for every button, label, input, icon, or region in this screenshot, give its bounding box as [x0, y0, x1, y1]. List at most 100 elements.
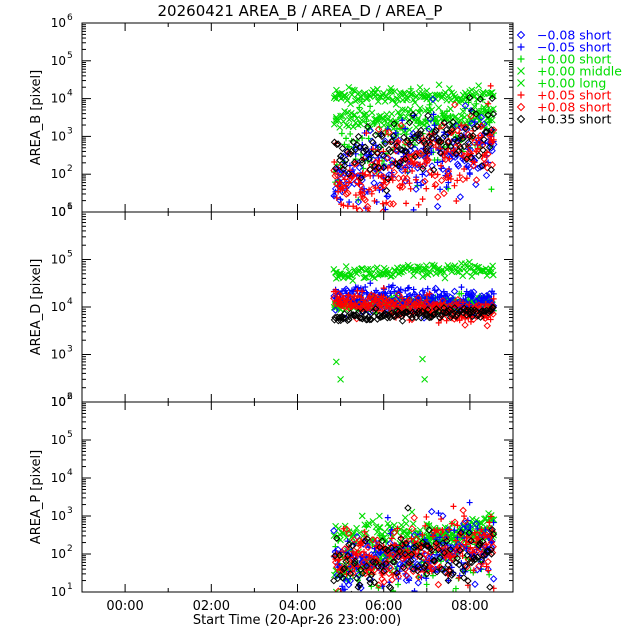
data-point — [373, 85, 381, 93]
data-point — [410, 300, 419, 308]
data-point — [426, 101, 433, 108]
data-point — [476, 95, 485, 103]
data-point — [403, 137, 412, 145]
data-point — [437, 176, 446, 185]
data-point — [355, 298, 363, 306]
data-point — [355, 163, 364, 172]
data-point — [460, 519, 468, 528]
data-point — [408, 564, 416, 573]
data-point — [486, 519, 493, 526]
data-point — [472, 176, 481, 184]
data-point — [354, 132, 363, 141]
data-point — [345, 540, 353, 549]
data-point — [443, 148, 450, 155]
data-point — [371, 120, 378, 127]
data-point — [376, 512, 383, 520]
data-point — [407, 85, 414, 92]
data-point — [374, 98, 382, 105]
data-point — [387, 137, 396, 146]
data-point — [379, 181, 388, 190]
data-point — [377, 562, 386, 571]
data-point — [401, 565, 409, 573]
legend: −0.08 short−0.05 short+0.00 short+0.00 m… — [516, 28, 622, 127]
data-point — [407, 185, 414, 192]
data-point — [344, 170, 353, 178]
data-point — [334, 171, 342, 180]
data-point — [439, 134, 447, 142]
data-point — [489, 110, 498, 118]
x-tick-label: 06:00 — [365, 599, 402, 614]
data-point — [402, 539, 410, 548]
data-point — [389, 558, 397, 566]
legend-marker — [517, 43, 525, 51]
data-point — [379, 163, 388, 172]
data-point — [365, 155, 373, 163]
data-point — [388, 576, 396, 584]
data-point — [362, 284, 369, 291]
series-p000l — [330, 258, 497, 284]
y-tick-label-exponent: 4 — [67, 297, 73, 307]
data-point — [364, 543, 372, 552]
y-tick-label-exponent: 4 — [67, 89, 73, 99]
data-point — [376, 532, 383, 539]
data-point — [410, 543, 418, 552]
data-point — [361, 537, 370, 545]
data-point — [332, 95, 340, 102]
data-point — [395, 158, 404, 167]
data-point — [438, 516, 445, 523]
data-point — [482, 171, 491, 180]
y-tick-label-exponent: 2 — [67, 164, 73, 174]
data-point — [469, 162, 478, 170]
y-tick-label: 10 — [51, 547, 66, 561]
data-point — [358, 96, 365, 103]
y-axis-label: AREA_D [pixel] — [29, 259, 44, 356]
data-point — [458, 290, 465, 297]
data-point — [380, 567, 388, 575]
data-point — [381, 270, 389, 278]
data-point — [430, 111, 437, 118]
data-point — [399, 106, 406, 114]
data-point — [424, 111, 432, 120]
data-point — [349, 298, 357, 306]
data-point — [341, 545, 349, 553]
data-point — [347, 100, 354, 108]
data-point — [477, 113, 486, 122]
data-point — [402, 287, 409, 294]
data-point — [385, 88, 393, 96]
data-point — [441, 143, 450, 151]
x-axis-label: Start Time (20-Apr-26 23:00:00) — [193, 613, 401, 628]
data-point — [487, 550, 496, 558]
data-point — [455, 560, 463, 569]
data-point — [449, 569, 457, 578]
data-point — [401, 138, 410, 146]
data-point — [451, 518, 459, 526]
data-point — [459, 308, 467, 317]
data-point — [453, 537, 460, 544]
data-point — [451, 527, 458, 534]
data-point — [332, 269, 339, 276]
data-point — [401, 163, 409, 172]
y-tick-label-exponent: 3 — [67, 506, 73, 516]
y-axis-label: AREA_B [pixel] — [29, 70, 44, 166]
data-point — [339, 213, 345, 219]
data-point — [461, 123, 470, 131]
data-point — [337, 375, 344, 383]
data-point — [472, 520, 480, 528]
scatter-points — [330, 81, 498, 219]
data-point — [427, 507, 436, 516]
data-point — [421, 375, 429, 383]
y-tick-label: 10 — [51, 300, 66, 314]
data-point — [412, 300, 420, 309]
data-point — [384, 192, 392, 200]
data-point — [467, 153, 475, 162]
data-point — [468, 312, 476, 321]
data-point — [463, 551, 471, 559]
data-point — [457, 112, 465, 120]
data-point — [358, 315, 367, 323]
data-point — [430, 556, 439, 565]
data-point — [475, 151, 483, 160]
data-point — [487, 546, 495, 554]
data-point — [432, 270, 440, 277]
